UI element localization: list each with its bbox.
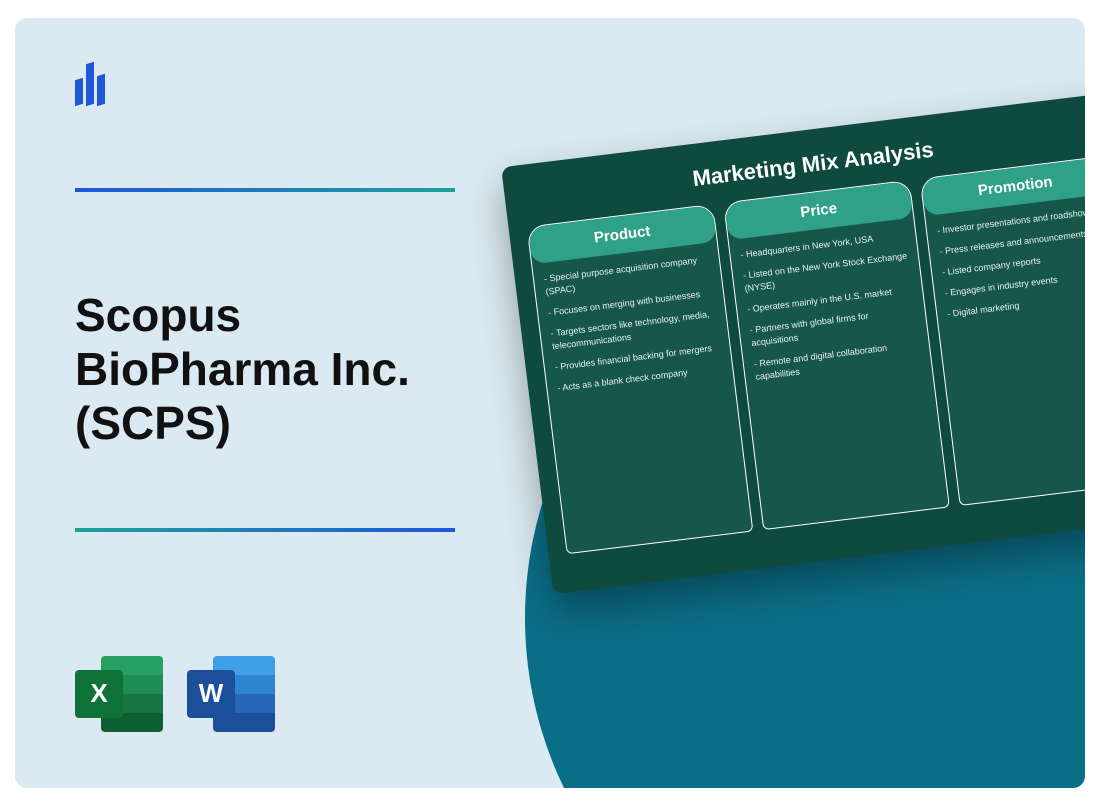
brand-logo [75, 63, 105, 105]
column-price: Price - Headquarters in New York, USA - … [723, 179, 950, 529]
divider-bottom [75, 528, 455, 532]
excel-letter: X [90, 678, 107, 709]
analysis-slide: Marketing Mix Analysis Product - Special… [501, 91, 1085, 593]
excel-icon: X [75, 650, 163, 738]
column-body: - Special purpose acquisition company (S… [532, 241, 735, 414]
column-promotion: Promotion - Investor presentations and r… [920, 155, 1085, 505]
card-container: ScopusBioPharma Inc.(SCPS) X W [15, 18, 1085, 788]
column-body: - Investor presentations and roadshows -… [925, 193, 1085, 340]
word-icon: W [187, 650, 275, 738]
logo-bars [75, 63, 105, 105]
column-body: - Headquarters in New York, USA - Listed… [729, 217, 934, 403]
app-icons-row: X W [75, 650, 275, 738]
word-letter: W [199, 678, 224, 709]
divider-top [75, 188, 455, 192]
excel-badge: X [75, 670, 123, 718]
word-badge: W [187, 670, 235, 718]
logo-bar [97, 73, 105, 106]
page-title: ScopusBioPharma Inc.(SCPS) [75, 288, 410, 451]
slide-columns: Product - Special purpose acquisition co… [527, 155, 1085, 554]
logo-bar [86, 61, 94, 106]
column-product: Product - Special purpose acquisition co… [527, 203, 754, 553]
logo-bar [75, 77, 83, 106]
